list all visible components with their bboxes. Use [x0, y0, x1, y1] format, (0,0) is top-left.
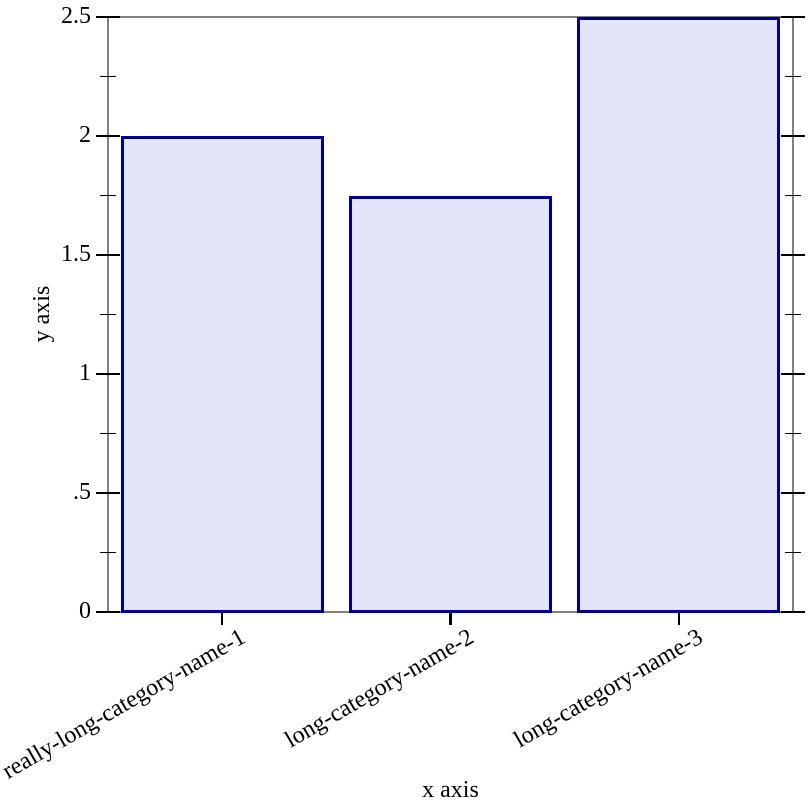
- y-axis-title: y axis: [29, 285, 55, 343]
- y-major-tick: [781, 15, 805, 19]
- y-minor-tick: [100, 75, 116, 78]
- x-axis-title: x axis: [422, 777, 479, 803]
- plot-border-top: [107, 16, 794, 18]
- y-minor-tick: [100, 194, 116, 197]
- y-minor-tick: [785, 432, 801, 435]
- y-major-tick: [781, 372, 805, 376]
- bar: [577, 17, 781, 613]
- bar: [349, 195, 552, 613]
- x-tick: [449, 613, 452, 625]
- y-tick-label: .5: [73, 478, 91, 505]
- y-tick-label: 0: [79, 597, 91, 624]
- x-tick: [677, 613, 681, 625]
- y-major-tick: [781, 610, 805, 614]
- y-tick-label: 1: [79, 359, 91, 386]
- y-major-tick: [96, 610, 120, 614]
- y-tick-label: 1.5: [61, 240, 91, 267]
- y-major-tick: [96, 253, 120, 257]
- x-tick: [220, 613, 224, 625]
- y-major-tick: [781, 491, 805, 495]
- y-major-tick: [96, 491, 120, 495]
- y-minor-tick: [100, 313, 116, 316]
- category-label: long-category-name-3: [509, 624, 707, 754]
- y-minor-tick: [785, 313, 801, 316]
- y-major-tick: [96, 372, 120, 376]
- category-label: long-category-name-2: [280, 624, 479, 754]
- y-minor-tick: [100, 432, 116, 435]
- y-minor-tick: [785, 75, 801, 78]
- y-major-tick: [96, 134, 120, 138]
- y-major-tick: [781, 253, 805, 257]
- y-major-tick: [96, 15, 120, 19]
- y-major-tick: [781, 134, 805, 138]
- bar: [120, 136, 324, 613]
- y-tick-label: 2.5: [61, 2, 91, 29]
- y-minor-tick: [100, 551, 116, 554]
- category-label: really-long-category-name-1: [0, 624, 251, 785]
- y-minor-tick: [785, 194, 801, 197]
- y-minor-tick: [785, 551, 801, 554]
- y-tick-label: 2: [79, 121, 91, 148]
